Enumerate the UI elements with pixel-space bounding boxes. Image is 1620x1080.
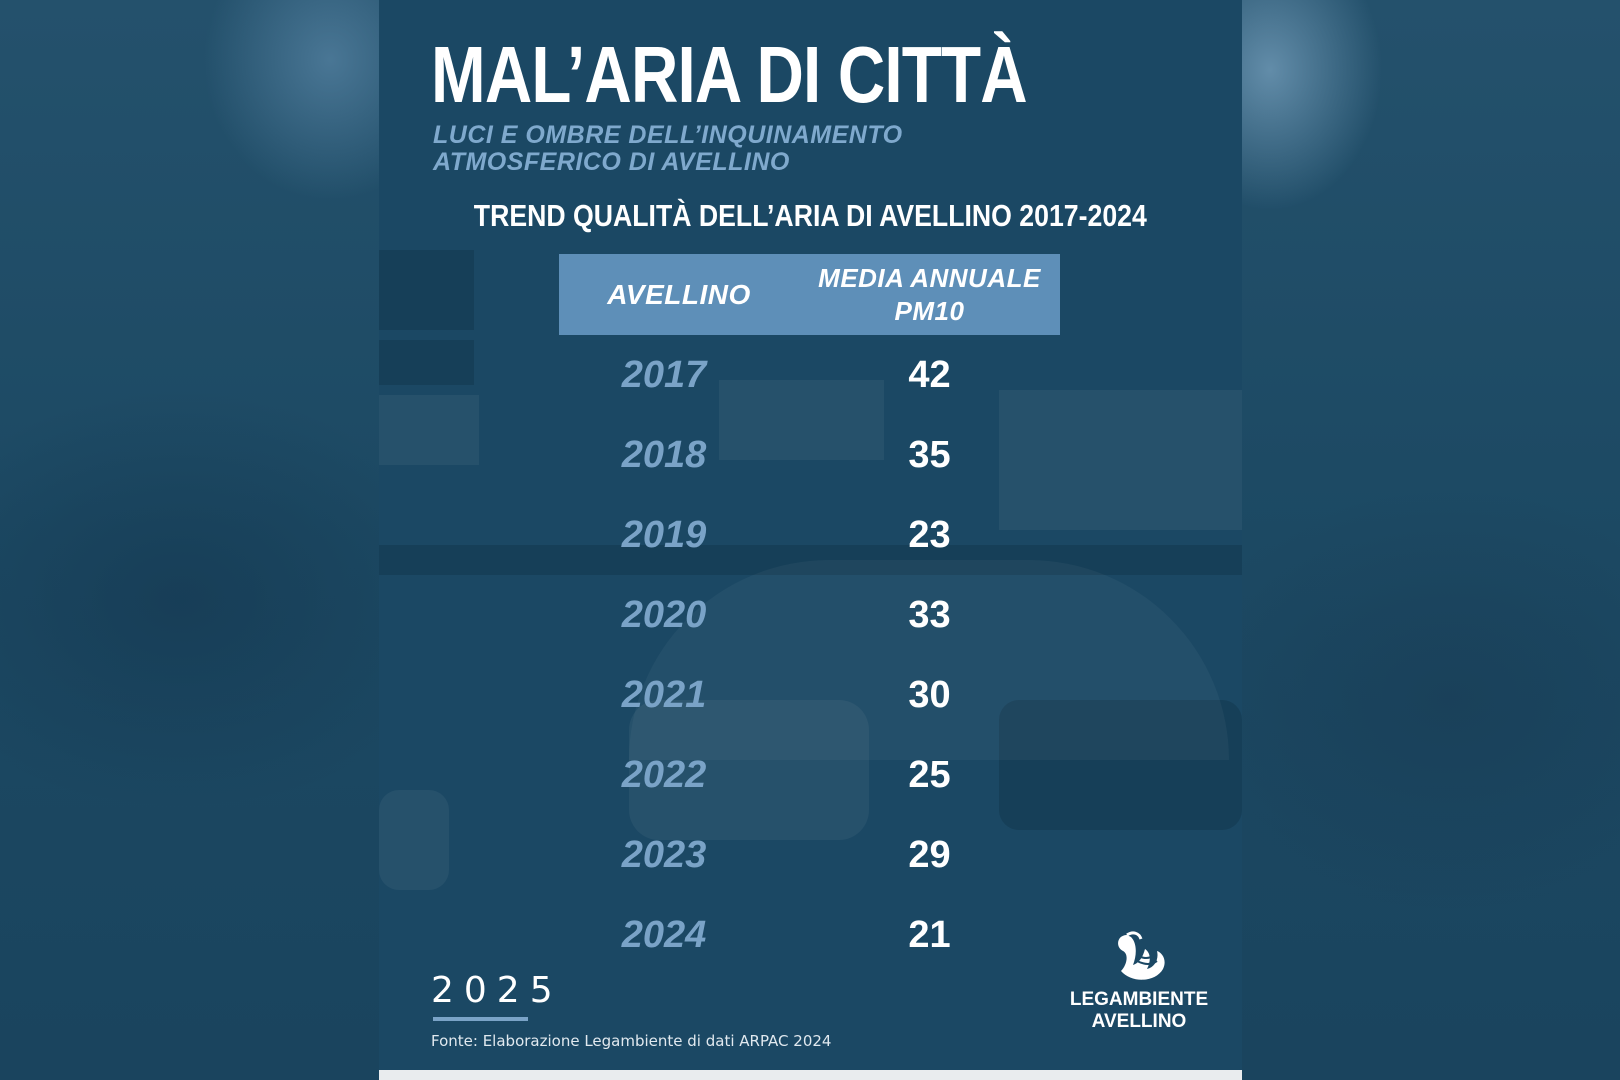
year-cell: 2021 <box>621 673 707 716</box>
table-row: 2023 29 <box>559 815 1060 895</box>
table-title: TREND QUALITÀ DELL’ARIA DI AVELLINO 2017… <box>473 198 1148 233</box>
year-cell: 2023 <box>621 833 707 876</box>
pm10-cell: 25 <box>908 753 951 796</box>
year-cell: 2022 <box>621 753 707 796</box>
table-row: 2021 30 <box>559 655 1060 735</box>
edition-year: 2025 <box>431 970 563 1011</box>
infographic-card: MAL’ARIA DI CITTÀ LUCI E OMBRE DELL’INQU… <box>379 0 1242 1070</box>
table-row: 2019 23 <box>559 495 1060 575</box>
table-header: AVELLINO MEDIA ANNUALE PM10 <box>559 254 1060 335</box>
source-note: Fonte: Elaborazione Legambiente di dati … <box>431 1032 832 1050</box>
pm10-cell: 23 <box>908 513 951 556</box>
year-cell: 2020 <box>621 593 707 636</box>
pm10-cell: 33 <box>908 593 951 636</box>
card-bottom-strip <box>379 1070 1242 1080</box>
table-row: 2018 35 <box>559 415 1060 495</box>
year-cell: 2024 <box>621 913 707 956</box>
pm10-cell: 35 <box>908 433 951 476</box>
table-row: 2024 21 <box>559 895 1060 975</box>
logo-line2: AVELLINO <box>1091 1011 1187 1032</box>
year-cell: 2019 <box>621 513 707 556</box>
year-cell: 2018 <box>621 433 707 476</box>
logo-line1: LEGAMBIENTE <box>1069 989 1209 1010</box>
pm10-cell: 21 <box>908 913 951 956</box>
table-row: 2020 33 <box>559 575 1060 655</box>
edition-year-underline <box>433 1017 528 1021</box>
pm10-cell: 29 <box>908 833 951 876</box>
table-body: 2017 42 2018 35 2019 23 2020 33 2021 30 … <box>559 335 1060 975</box>
pm10-cell: 42 <box>908 353 951 396</box>
swan-icon <box>1118 931 1165 980</box>
header-pm10: MEDIA ANNUALE PM10 <box>818 262 1041 326</box>
legambiente-logo: LEGAMBIENTE AVELLINO <box>1059 925 1219 1033</box>
header-city: AVELLINO <box>607 278 751 310</box>
page-title: MAL’ARIA DI CITTÀ <box>431 30 1028 119</box>
pm10-cell: 30 <box>908 673 951 716</box>
table-row: 2017 42 <box>559 335 1060 415</box>
page-subtitle: LUCI E OMBRE DELL’INQUINAMENTO ATMOSFERI… <box>433 121 903 176</box>
year-cell: 2017 <box>621 353 707 396</box>
table-row: 2022 25 <box>559 735 1060 815</box>
